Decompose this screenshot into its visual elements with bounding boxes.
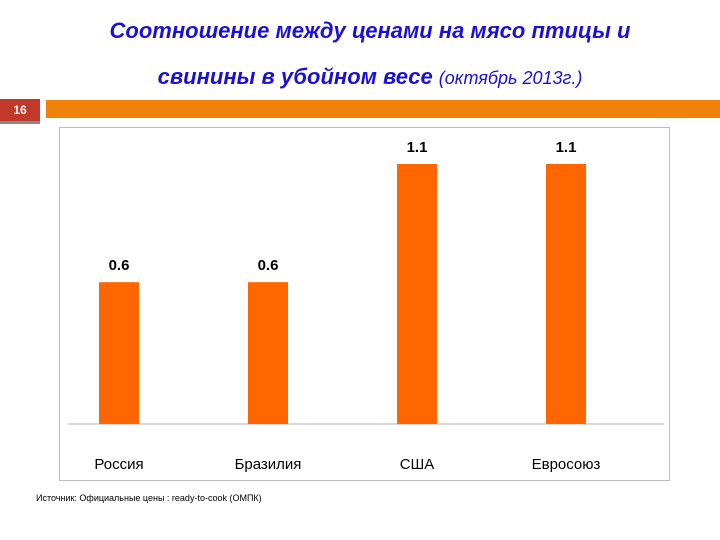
source-note: Источник: Официальные цены : ready-to-co… — [36, 493, 262, 503]
slide-title: Соотношение между ценами на мясо птицы и… — [40, 8, 700, 101]
title-subtitle: (октябрь 2013г.) — [438, 68, 583, 88]
data-label-4: 1.1 — [556, 139, 577, 156]
title-line-1: Соотношение между ценами на мясо птицы и — [109, 18, 631, 43]
bar-4 — [546, 164, 586, 424]
page-number-badge: 16 — [0, 99, 40, 121]
data-label-3: 1.1 — [407, 139, 428, 156]
category-label-2: Бразилия — [235, 456, 302, 473]
category-label-4: Евросоюз — [532, 456, 601, 473]
data-label-1: 0.6 — [109, 257, 130, 274]
category-label-1: Россия — [94, 456, 143, 473]
bar-1 — [99, 282, 139, 424]
bar-3 — [397, 164, 437, 424]
data-label-2: 0.6 — [258, 257, 279, 274]
header-rule-orange — [46, 100, 720, 118]
title-line-2-main: свинины в убойном весе — [157, 64, 433, 89]
bar-chart: 0.6 Россия 0.6 Бразилия 1.1 США 1.1 Евросоюз — [68, 139, 664, 473]
category-label-3: США — [400, 456, 435, 473]
header-rule-gray — [0, 121, 40, 124]
chart-frame: 0.6 Россия 0.6 Бразилия 1.1 США 1.1 Евросоюз — [59, 127, 670, 481]
title-line-2: свинины в убойном весе (октябрь 2013г.) — [40, 54, 700, 101]
bar-2 — [248, 282, 288, 424]
